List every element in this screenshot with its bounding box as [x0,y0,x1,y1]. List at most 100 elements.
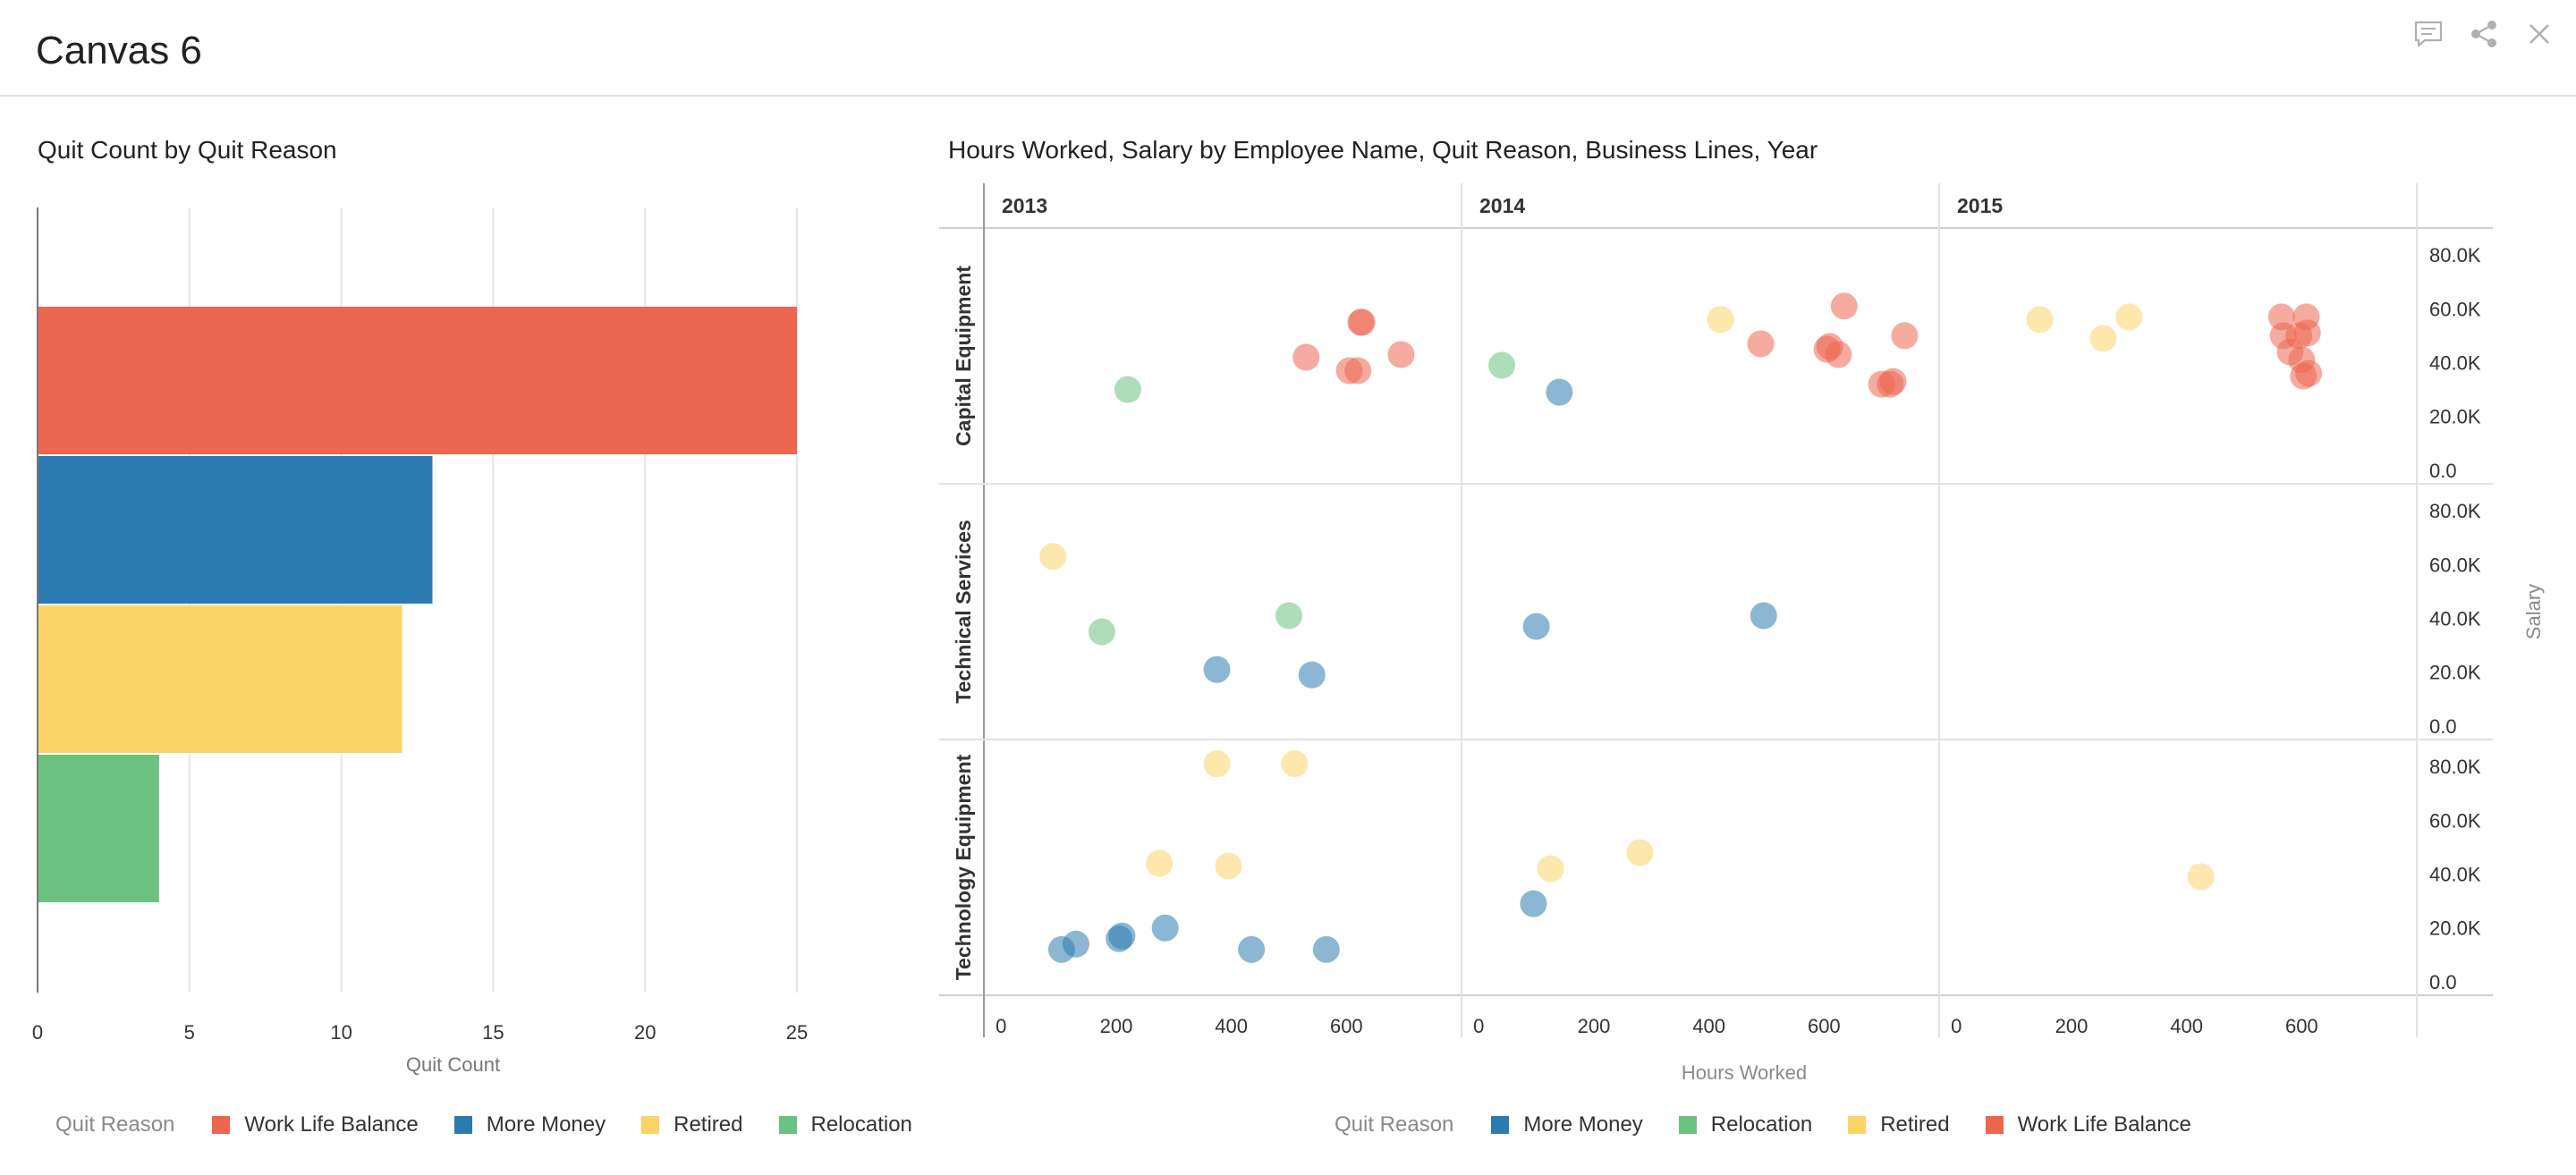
row-header-technology-equipment: Technology Equipment [952,754,975,980]
legend-item-work-life-balance[interactable]: Work Life Balance [212,1112,419,1137]
canvas-header: Canvas 6 [0,0,2576,97]
point-more-money [1546,378,1573,406]
x-tick-label: 600 [1808,1015,1841,1037]
legend-swatch [1848,1116,1867,1134]
row-header-capital-equipment: Capital Equipment [952,266,975,446]
legend-item-more-money[interactable]: More Money [1491,1112,1643,1137]
row-header-technical-services: Technical Services [952,520,975,703]
x-axis-label: Quit Count [406,1053,500,1076]
bar-work-life-balance [38,307,797,454]
bar-relocation [38,755,159,902]
point-retired [1707,306,1734,334]
point-work-life-balance [1292,343,1320,371]
bar-chart-title: Quit Count by Quit Reason [38,136,337,164]
legend-swatch [778,1116,797,1134]
scatter-chart: 2013 2014 2015 Capital Equipment Technical S… [939,183,2545,1084]
x-tick-label: 400 [1215,1015,1248,1037]
x-tick-label: 400 [2170,1015,2203,1037]
y-axis-label: Salary [2522,584,2545,639]
x-tick-label: 200 [1100,1015,1133,1037]
y-tick-label: 0.0 [2429,460,2457,482]
legend-swatch [453,1116,472,1134]
legend-label: More Money [1523,1112,1643,1137]
point-retired [1215,852,1242,880]
y-tick-label: 20.0K [2429,917,2481,940]
point-more-money [1238,935,1266,963]
legend-item-relocation[interactable]: Relocation [1678,1112,1812,1137]
y-tick-label: 40.0K [2429,608,2481,630]
x-tick-label: 400 [1692,1015,1725,1037]
x-axis-label: Hours Worked [1682,1061,1807,1084]
column-header-2013: 2013 [1002,194,1047,217]
bar-chart-legend: Quit Reason Work Life Balance More Money R… [55,1109,948,1141]
point-more-money [1151,914,1179,942]
point-retired [2026,306,2054,334]
legend-swatch [212,1116,231,1134]
point-retired [1537,855,1564,883]
point-work-life-balance [1879,368,1907,395]
x-tick-label: 200 [1578,1015,1611,1037]
canvas-title: Canvas 6 [36,29,202,72]
legend-label: Work Life Balance [2017,1112,2191,1137]
point-more-money [1062,930,1089,958]
point-more-money [1750,602,1777,630]
point-retired [1203,750,1231,778]
x-tick-label: 0 [1951,1015,1962,1037]
legend-item-retired[interactable]: Retired [1848,1112,1950,1137]
point-work-life-balance [1747,330,1775,358]
point-retired [1281,750,1309,778]
y-tick-label: 0.0 [2429,715,2457,738]
point-work-life-balance [1348,309,1376,336]
point-relocation [1275,602,1302,630]
point-more-money [1298,661,1326,689]
legend-label: Relocation [810,1112,912,1137]
x-tick-label: 25 [786,1021,808,1044]
point-work-life-balance [2295,359,2323,387]
legend-item-retired[interactable]: Retired [641,1112,743,1137]
point-more-money [1203,655,1231,683]
close-icon[interactable] [2523,18,2555,50]
legend-swatch [1985,1116,2004,1134]
share-icon[interactable] [2468,18,2500,50]
y-tick-label: 80.0K [2429,244,2481,266]
legend-swatch [1678,1116,1697,1134]
legend-swatch [1491,1116,1510,1134]
y-tick-label: 60.0K [2429,298,2481,320]
bar-chart: 0 5 10 15 20 25 Quit Count [32,207,808,1076]
legend-item-work-life-balance[interactable]: Work Life Balance [1985,1112,2191,1137]
x-tick-label: 0 [1473,1015,1484,1037]
comment-icon[interactable] [2412,18,2445,50]
y-tick-label: 20.0K [2429,406,2481,428]
point-work-life-balance [1891,322,1919,350]
point-relocation [1114,376,1141,403]
legend-title: Quit Reason [1335,1112,1454,1137]
legend-title: Quit Reason [55,1112,175,1137]
scatter-chart-legend: Quit Reason More Money Relocation Retired W… [1335,1109,2227,1141]
bar-retired [38,605,402,753]
point-relocation [1088,618,1115,646]
legend-item-relocation[interactable]: Relocation [778,1112,912,1137]
point-relocation [1488,351,1516,379]
x-tick-label: 600 [2285,1015,2318,1037]
point-work-life-balance [1830,292,1858,320]
x-tick-label: 10 [330,1021,352,1044]
bar-more-money [38,456,433,604]
legend-item-more-money[interactable]: More Money [453,1112,606,1137]
legend-label: Work Life Balance [244,1112,419,1137]
point-more-money [1108,922,1136,950]
point-work-life-balance [1825,341,1852,368]
point-retired [1146,850,1174,877]
legend-swatch [641,1116,660,1134]
point-work-life-balance [1344,357,1372,385]
point-more-money [1522,613,1550,640]
x-tick-label: 0 [996,1015,1006,1037]
y-tick-label: 40.0K [2429,352,2481,375]
x-tick-label: 15 [482,1021,504,1044]
y-tick-label: 80.0K [2429,500,2481,522]
x-tick-label: 600 [1330,1015,1363,1037]
y-tick-label: 40.0K [2429,864,2481,886]
x-tick-label: 200 [2055,1015,2089,1037]
column-header-2014: 2014 [1479,194,1525,217]
y-tick-label: 0.0 [2429,971,2457,993]
point-retired [1039,543,1067,571]
